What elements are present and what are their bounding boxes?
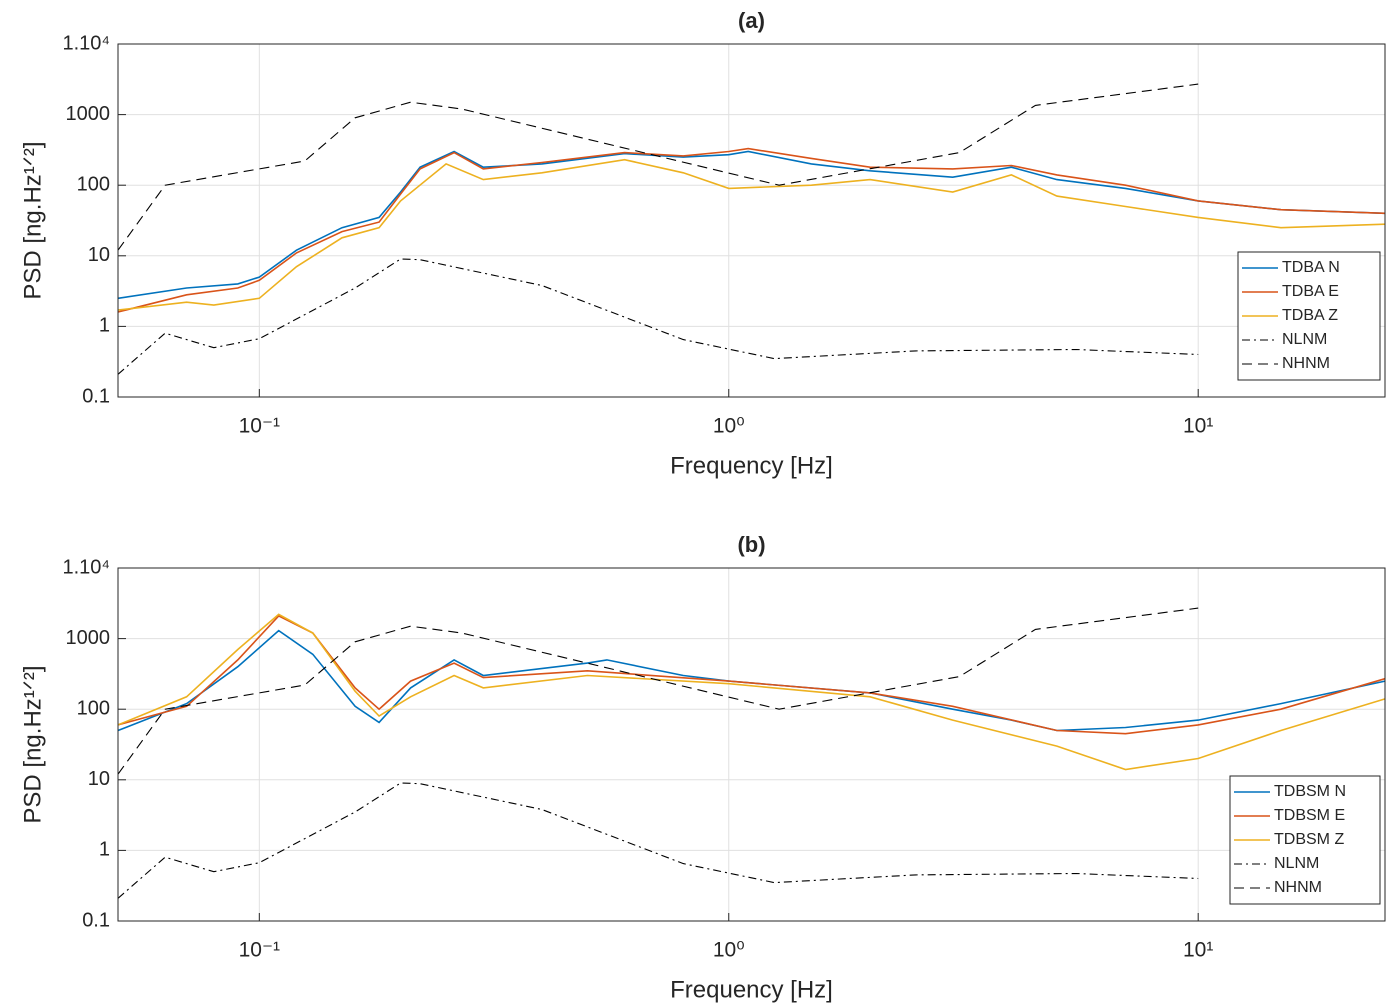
chart-title: (b) xyxy=(737,532,765,557)
legend-label: NHNM xyxy=(1274,879,1322,896)
y-tick-label: 1 xyxy=(99,315,110,337)
plot-area xyxy=(118,568,1385,921)
legend-label: TDBA Z xyxy=(1282,307,1338,324)
legend-label: TDBSM Z xyxy=(1274,831,1344,848)
legend-label: TDBA E xyxy=(1282,283,1339,300)
series-line xyxy=(117,258,1199,375)
x-axis-label: Frequency [Hz] xyxy=(670,976,833,1003)
series-line xyxy=(117,782,1199,899)
x-tick-label: 10⁰ xyxy=(713,939,745,962)
series-line xyxy=(117,158,1386,311)
x-tick-label: 10¹ xyxy=(1183,939,1213,962)
x-tick-label: 10⁰ xyxy=(713,415,745,438)
x-tick-label: 10⁻¹ xyxy=(239,415,280,438)
plot-area xyxy=(118,44,1385,397)
legend-label: NLNM xyxy=(1282,331,1327,348)
y-tick-label: 100 xyxy=(77,173,110,195)
series-line xyxy=(117,613,1386,771)
axes-box xyxy=(117,43,1386,398)
y-tick-label: 100 xyxy=(77,697,110,719)
y-tick-label: 1 xyxy=(99,839,110,861)
x-axis-label: Frequency [Hz] xyxy=(670,452,833,479)
series-line xyxy=(117,614,1386,735)
legend-label: TDBSM N xyxy=(1274,783,1346,800)
y-tick-label: 1.10⁴ xyxy=(62,556,110,578)
series-line xyxy=(117,147,1386,313)
x-tick-label: 10¹ xyxy=(1183,415,1213,438)
y-tick-label: 10 xyxy=(88,244,110,266)
chart-title: (a) xyxy=(738,8,765,33)
y-tick-label: 1.10⁴ xyxy=(62,32,110,54)
y-axis-label: PSD [ng.Hz¹ᐟ²] xyxy=(19,141,46,299)
x-tick-label: 10⁻¹ xyxy=(239,939,280,962)
series-line xyxy=(117,629,1386,732)
y-tick-label: 10 xyxy=(88,768,110,790)
y-tick-label: 0.1 xyxy=(82,909,110,931)
axes-box xyxy=(117,567,1386,922)
legend-label: NHNM xyxy=(1282,355,1330,372)
legend-label: TDBA N xyxy=(1282,259,1340,276)
y-tick-label: 1000 xyxy=(66,627,111,649)
y-tick-label: 0.1 xyxy=(82,385,110,407)
legend-label: TDBSM E xyxy=(1274,807,1345,824)
legend-label: NLNM xyxy=(1274,855,1319,872)
series-line xyxy=(117,150,1386,300)
y-axis-label: PSD [ng.Hz¹ᐟ²] xyxy=(19,665,46,823)
series-line xyxy=(117,607,1199,775)
y-tick-label: 1000 xyxy=(66,103,111,125)
series-line xyxy=(117,83,1199,251)
